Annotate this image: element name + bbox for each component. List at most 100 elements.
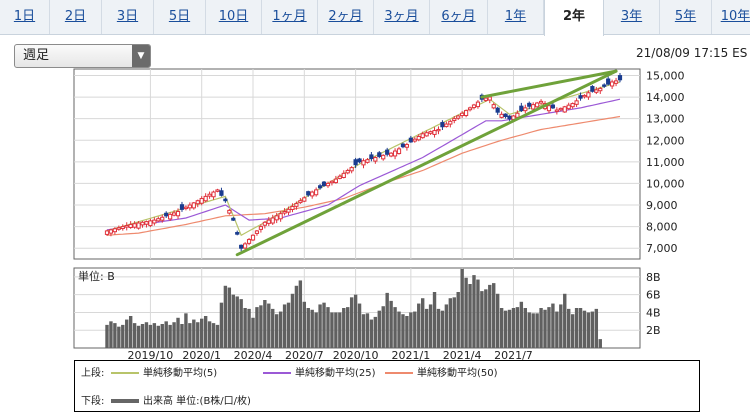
- candle-body: [282, 211, 287, 214]
- candle-body: [112, 228, 117, 233]
- volume-bar: [480, 291, 484, 348]
- candle-body: [175, 211, 181, 217]
- volume-bar: [136, 325, 141, 348]
- volume-bar: [551, 303, 555, 348]
- candle-body: [231, 217, 236, 221]
- volume-bar: [365, 313, 370, 348]
- volume-bar: [432, 292, 437, 348]
- tab-12[interactable]: 5年: [660, 0, 712, 34]
- candle-body: [448, 120, 453, 125]
- candle-body: [302, 197, 307, 202]
- chevron-down-icon: ▼: [132, 45, 150, 67]
- volume-bar: [156, 325, 160, 348]
- tab-10[interactable]: 2年: [544, 0, 604, 36]
- candle-body: [377, 152, 382, 157]
- candle-body: [246, 239, 252, 244]
- candle-body: [594, 89, 599, 93]
- candle-body: [546, 105, 552, 112]
- tab-0[interactable]: 1日: [0, 0, 50, 34]
- volume-bar: [128, 316, 133, 348]
- volume-bar: [590, 311, 595, 348]
- price-tick-label: 11,000: [646, 156, 685, 169]
- price-tick-label: 14,000: [646, 91, 685, 104]
- volume-bar: [499, 308, 504, 348]
- trend-line: [480, 69, 618, 99]
- volume-bar: [523, 308, 527, 348]
- candle-body: [598, 87, 603, 92]
- volume-bar: [464, 277, 468, 348]
- candle-body: [258, 226, 263, 230]
- candle-body: [310, 191, 315, 197]
- volume-bar: [488, 284, 492, 348]
- volume-bar: [310, 309, 314, 348]
- tab-6[interactable]: 2ヶ月: [318, 0, 374, 34]
- volume-bar: [215, 324, 220, 348]
- candle-body: [562, 106, 567, 113]
- volume-bar: [231, 294, 235, 348]
- legend-lower-label: 下段:: [81, 396, 105, 407]
- candle-body: [325, 182, 331, 187]
- volume-bar: [511, 308, 516, 348]
- volume-bar: [298, 280, 303, 348]
- price-tick-label: 12,000: [646, 134, 685, 147]
- volume-bar: [219, 302, 224, 348]
- tab-2[interactable]: 3日: [102, 0, 154, 34]
- candle-body: [321, 181, 327, 187]
- candle-body: [294, 203, 299, 207]
- tab-9[interactable]: 1年: [488, 0, 544, 34]
- candle-body: [475, 101, 481, 108]
- x-tick-label: 2020/1: [182, 349, 221, 360]
- volume-bar: [413, 311, 417, 348]
- candle-body: [164, 212, 169, 217]
- volume-bar: [357, 303, 362, 348]
- tab-7[interactable]: 3ヶ月: [374, 0, 430, 34]
- candle-body: [535, 102, 540, 108]
- volume-bar: [586, 312, 591, 348]
- volume-bar: [385, 292, 389, 348]
- volume-bar: [547, 307, 551, 348]
- x-tick-label: 2019/10: [128, 349, 174, 360]
- candle-body: [412, 138, 417, 142]
- candle-body: [432, 130, 437, 135]
- tab-5[interactable]: 1ヶ月: [262, 0, 318, 34]
- volume-bar: [239, 299, 243, 348]
- tab-13[interactable]: 10年: [712, 0, 750, 34]
- candle-body: [353, 159, 358, 166]
- candle-body: [227, 209, 232, 214]
- candle-body: [262, 221, 267, 226]
- candle-body: [381, 154, 386, 160]
- candle-body: [116, 227, 121, 230]
- tab-11[interactable]: 3年: [604, 0, 660, 34]
- volume-bar: [203, 316, 208, 348]
- stock-chart: 15,000 14,000 13,000 12,000 11,000 10,000 9,00…: [73, 68, 685, 360]
- chart-legend: 上段: 単純移動平均(5) 単純移動平均(25) 単純移動平均(50) 下段: …: [74, 360, 700, 412]
- candle-body: [570, 103, 575, 108]
- tab-1[interactable]: 2日: [50, 0, 102, 34]
- volume-bar: [223, 285, 228, 348]
- candle-body: [369, 154, 374, 160]
- period-select[interactable]: 週足 ▼: [14, 44, 151, 68]
- volume-bar: [507, 309, 512, 348]
- candle-body: [420, 133, 425, 139]
- candle-body: [531, 104, 536, 110]
- legend-swatch-ma25: [263, 372, 291, 374]
- tab-3[interactable]: 5日: [154, 0, 206, 34]
- volume-bar: [207, 321, 212, 348]
- candle-body: [235, 232, 240, 235]
- period-select-value: 週足: [23, 48, 50, 63]
- candle-body: [266, 219, 271, 224]
- tab-4[interactable]: 10日: [206, 0, 262, 34]
- candle-body: [440, 122, 445, 128]
- candle-body: [219, 190, 224, 196]
- candle-body: [436, 128, 441, 132]
- candle-body: [558, 107, 563, 111]
- volume-bar: [472, 275, 476, 348]
- volume-bar: [235, 296, 239, 348]
- candle-body: [515, 112, 520, 118]
- tab-8[interactable]: 6ヶ月: [430, 0, 488, 34]
- candle-body: [183, 206, 189, 210]
- volume-bar: [598, 339, 602, 348]
- candle-body: [156, 218, 161, 222]
- candle-body: [487, 96, 492, 101]
- candle-body: [519, 105, 524, 112]
